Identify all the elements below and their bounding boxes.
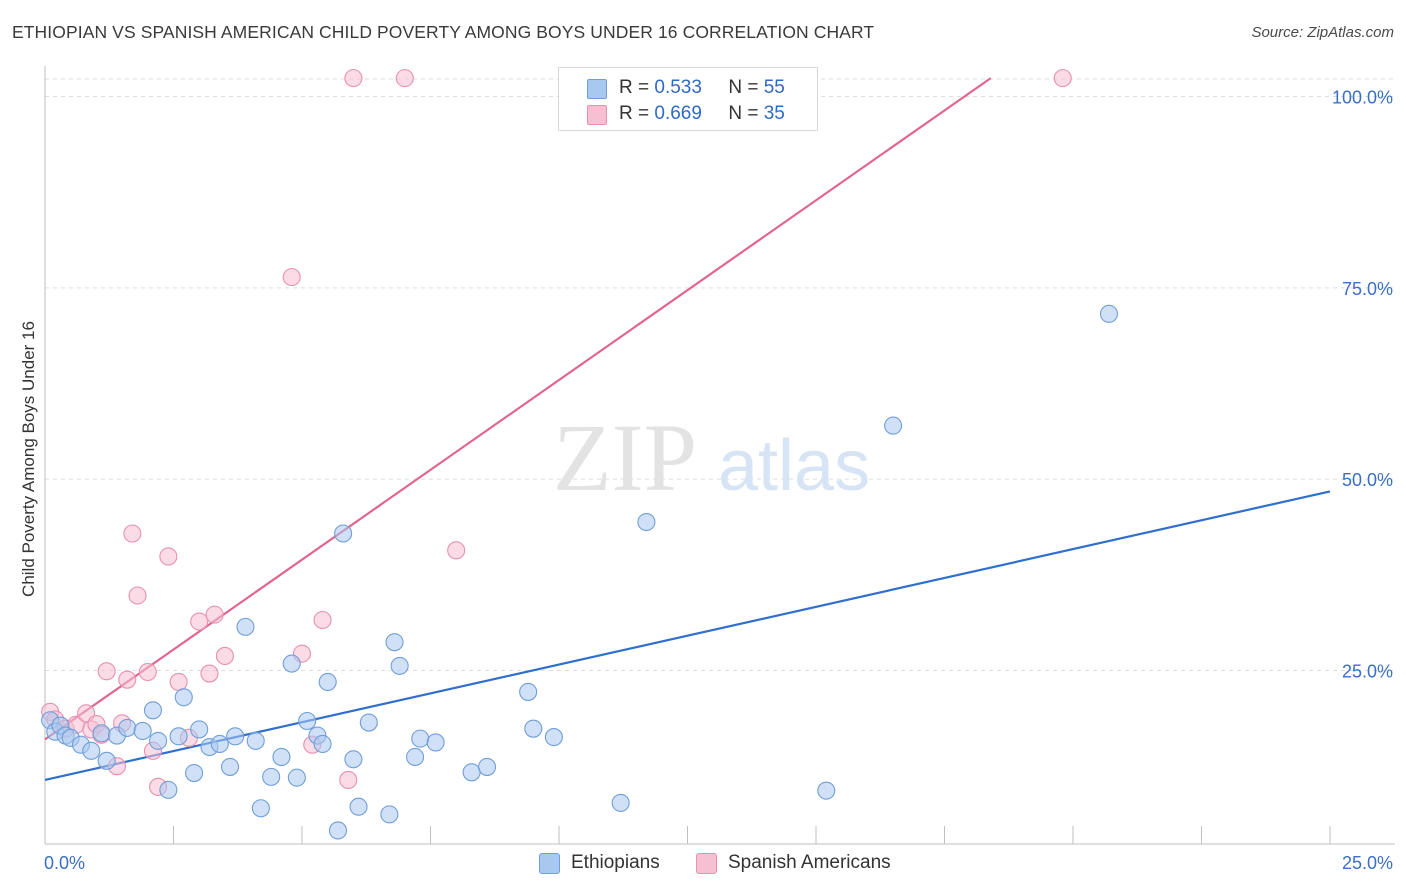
correlation-legend: R = 0.533 N = 55 R = 0.669 N = 35 — [558, 67, 818, 131]
ethiopians-point — [411, 729, 430, 748]
spanish-americans-point — [169, 672, 188, 692]
ethiopians-point — [246, 731, 265, 750]
spanish-americans-point — [138, 662, 157, 682]
tick-labels: 25.0% 50.0% 75.0% 100.0% 0.0% 25.0% — [44, 88, 1393, 874]
y-tick-label: 25.0% — [1342, 662, 1393, 682]
ethiopians-point — [149, 731, 168, 750]
watermark-atlas: atlas — [718, 426, 870, 506]
y-axis-title: Child Poverty Among Boys Under 16 — [19, 321, 38, 597]
legend-r-value: 0.669 — [654, 103, 702, 124]
ethiopians-point — [236, 617, 255, 636]
ethiopians-swatch — [587, 79, 607, 99]
ethiopians-point — [611, 793, 630, 812]
legend-n-label: N = — [728, 77, 759, 98]
ethiopians-point — [477, 757, 497, 776]
ethiopians-point — [185, 764, 204, 783]
ethiopians-point — [298, 711, 317, 731]
x-tick-label: 25.0% — [1342, 853, 1393, 873]
ethiopians-point — [210, 734, 229, 754]
ethiopians-point — [272, 747, 291, 767]
ethiopians-point — [226, 727, 245, 746]
grid-lines — [45, 78, 1395, 671]
ethiopians-point — [544, 728, 563, 747]
legend-r-label: R = — [619, 77, 650, 98]
ethiopians-point — [328, 821, 348, 840]
spanish-americans-legend-swatch — [696, 853, 717, 874]
ethiopians-legend-label: Ethiopians — [571, 852, 660, 873]
spanish-americans-point — [344, 69, 363, 88]
ethiopians-point — [118, 718, 137, 737]
spanish-americans-point — [313, 610, 332, 630]
ethiopians-point — [174, 688, 193, 707]
ethiopians-point — [287, 768, 306, 787]
ethiopians-point — [190, 720, 209, 739]
ethiopians-point — [282, 654, 301, 673]
y-tick-label: 50.0% — [1342, 470, 1393, 490]
watermark-zip: ZIP — [553, 404, 697, 511]
ethiopians-point — [92, 724, 111, 743]
ethiopians-point — [884, 416, 903, 435]
legend-r-value: 0.533 — [654, 77, 702, 98]
spanish-americans-point — [123, 524, 142, 543]
ethiopians-point — [349, 797, 368, 816]
ethiopians-point — [220, 757, 240, 776]
spanish-americans-legend-label: Spanish Americans — [728, 852, 891, 873]
spanish-americans-point — [128, 586, 147, 605]
x-tick-label: 0.0% — [44, 853, 85, 873]
ethiopians-point — [313, 734, 332, 754]
ethiopians-point — [406, 747, 425, 767]
ethiopians-point — [524, 719, 543, 738]
legend-n-value: 55 — [763, 77, 785, 98]
spanish-americans-point — [1053, 69, 1072, 88]
ethiopians-point — [318, 672, 337, 692]
legend-n-value: 35 — [763, 103, 785, 124]
spanish-americans-point — [282, 268, 301, 287]
spanish-americans-point — [395, 69, 414, 88]
axes — [44, 66, 1395, 845]
ethiopians-point — [426, 733, 445, 752]
ethiopians-point — [97, 751, 116, 770]
data-points — [41, 69, 1119, 840]
y-tick-label: 100.0% — [1332, 88, 1393, 108]
spanish-americans-point — [159, 547, 178, 566]
y-tick-label: 75.0% — [1342, 279, 1393, 299]
ethiopians-point — [334, 524, 353, 543]
spanish-americans-point — [118, 670, 137, 689]
spanish-americans-swatch — [587, 105, 607, 125]
source-label: Source: ZipAtlas.com — [1251, 24, 1394, 41]
spanish-americans-point — [215, 646, 234, 666]
ethiopians-trend-line — [44, 490, 1331, 782]
spanish-americans-trend-line — [44, 77, 992, 741]
ethiopians-point — [133, 721, 152, 741]
ethiopians-point — [462, 763, 481, 782]
ethiopians-point — [519, 682, 538, 701]
ethiopians-point — [359, 713, 378, 732]
spanish-americans-point — [447, 541, 466, 560]
spanish-americans-point — [339, 770, 358, 789]
legend-n-label: N = — [728, 103, 759, 124]
ethiopians-point — [159, 780, 178, 799]
watermark: ZIP atlas — [553, 404, 870, 511]
ethiopians-point — [262, 767, 281, 786]
ethiopians-point — [817, 781, 836, 800]
ethiopians-point — [251, 799, 270, 818]
ethiopians-legend-swatch — [539, 853, 560, 874]
spanish-americans-point — [190, 612, 209, 631]
legend-r-label: R = — [619, 103, 650, 124]
spanish-americans-point — [200, 664, 219, 683]
ethiopians-point — [82, 741, 101, 760]
ethiopians-point — [143, 701, 162, 720]
ethiopians-point — [344, 750, 363, 769]
ethiopians-point — [390, 656, 409, 675]
ethiopians-point — [169, 727, 188, 746]
ethiopians-point — [637, 512, 656, 532]
ethiopians-point — [385, 633, 404, 652]
chart-title: ETHIOPIAN VS SPANISH AMERICAN CHILD POVE… — [12, 22, 875, 42]
ethiopians-point — [380, 805, 399, 824]
spanish-americans-point — [205, 605, 224, 624]
spanish-americans-point — [97, 662, 116, 681]
ethiopians-point — [1099, 304, 1119, 323]
